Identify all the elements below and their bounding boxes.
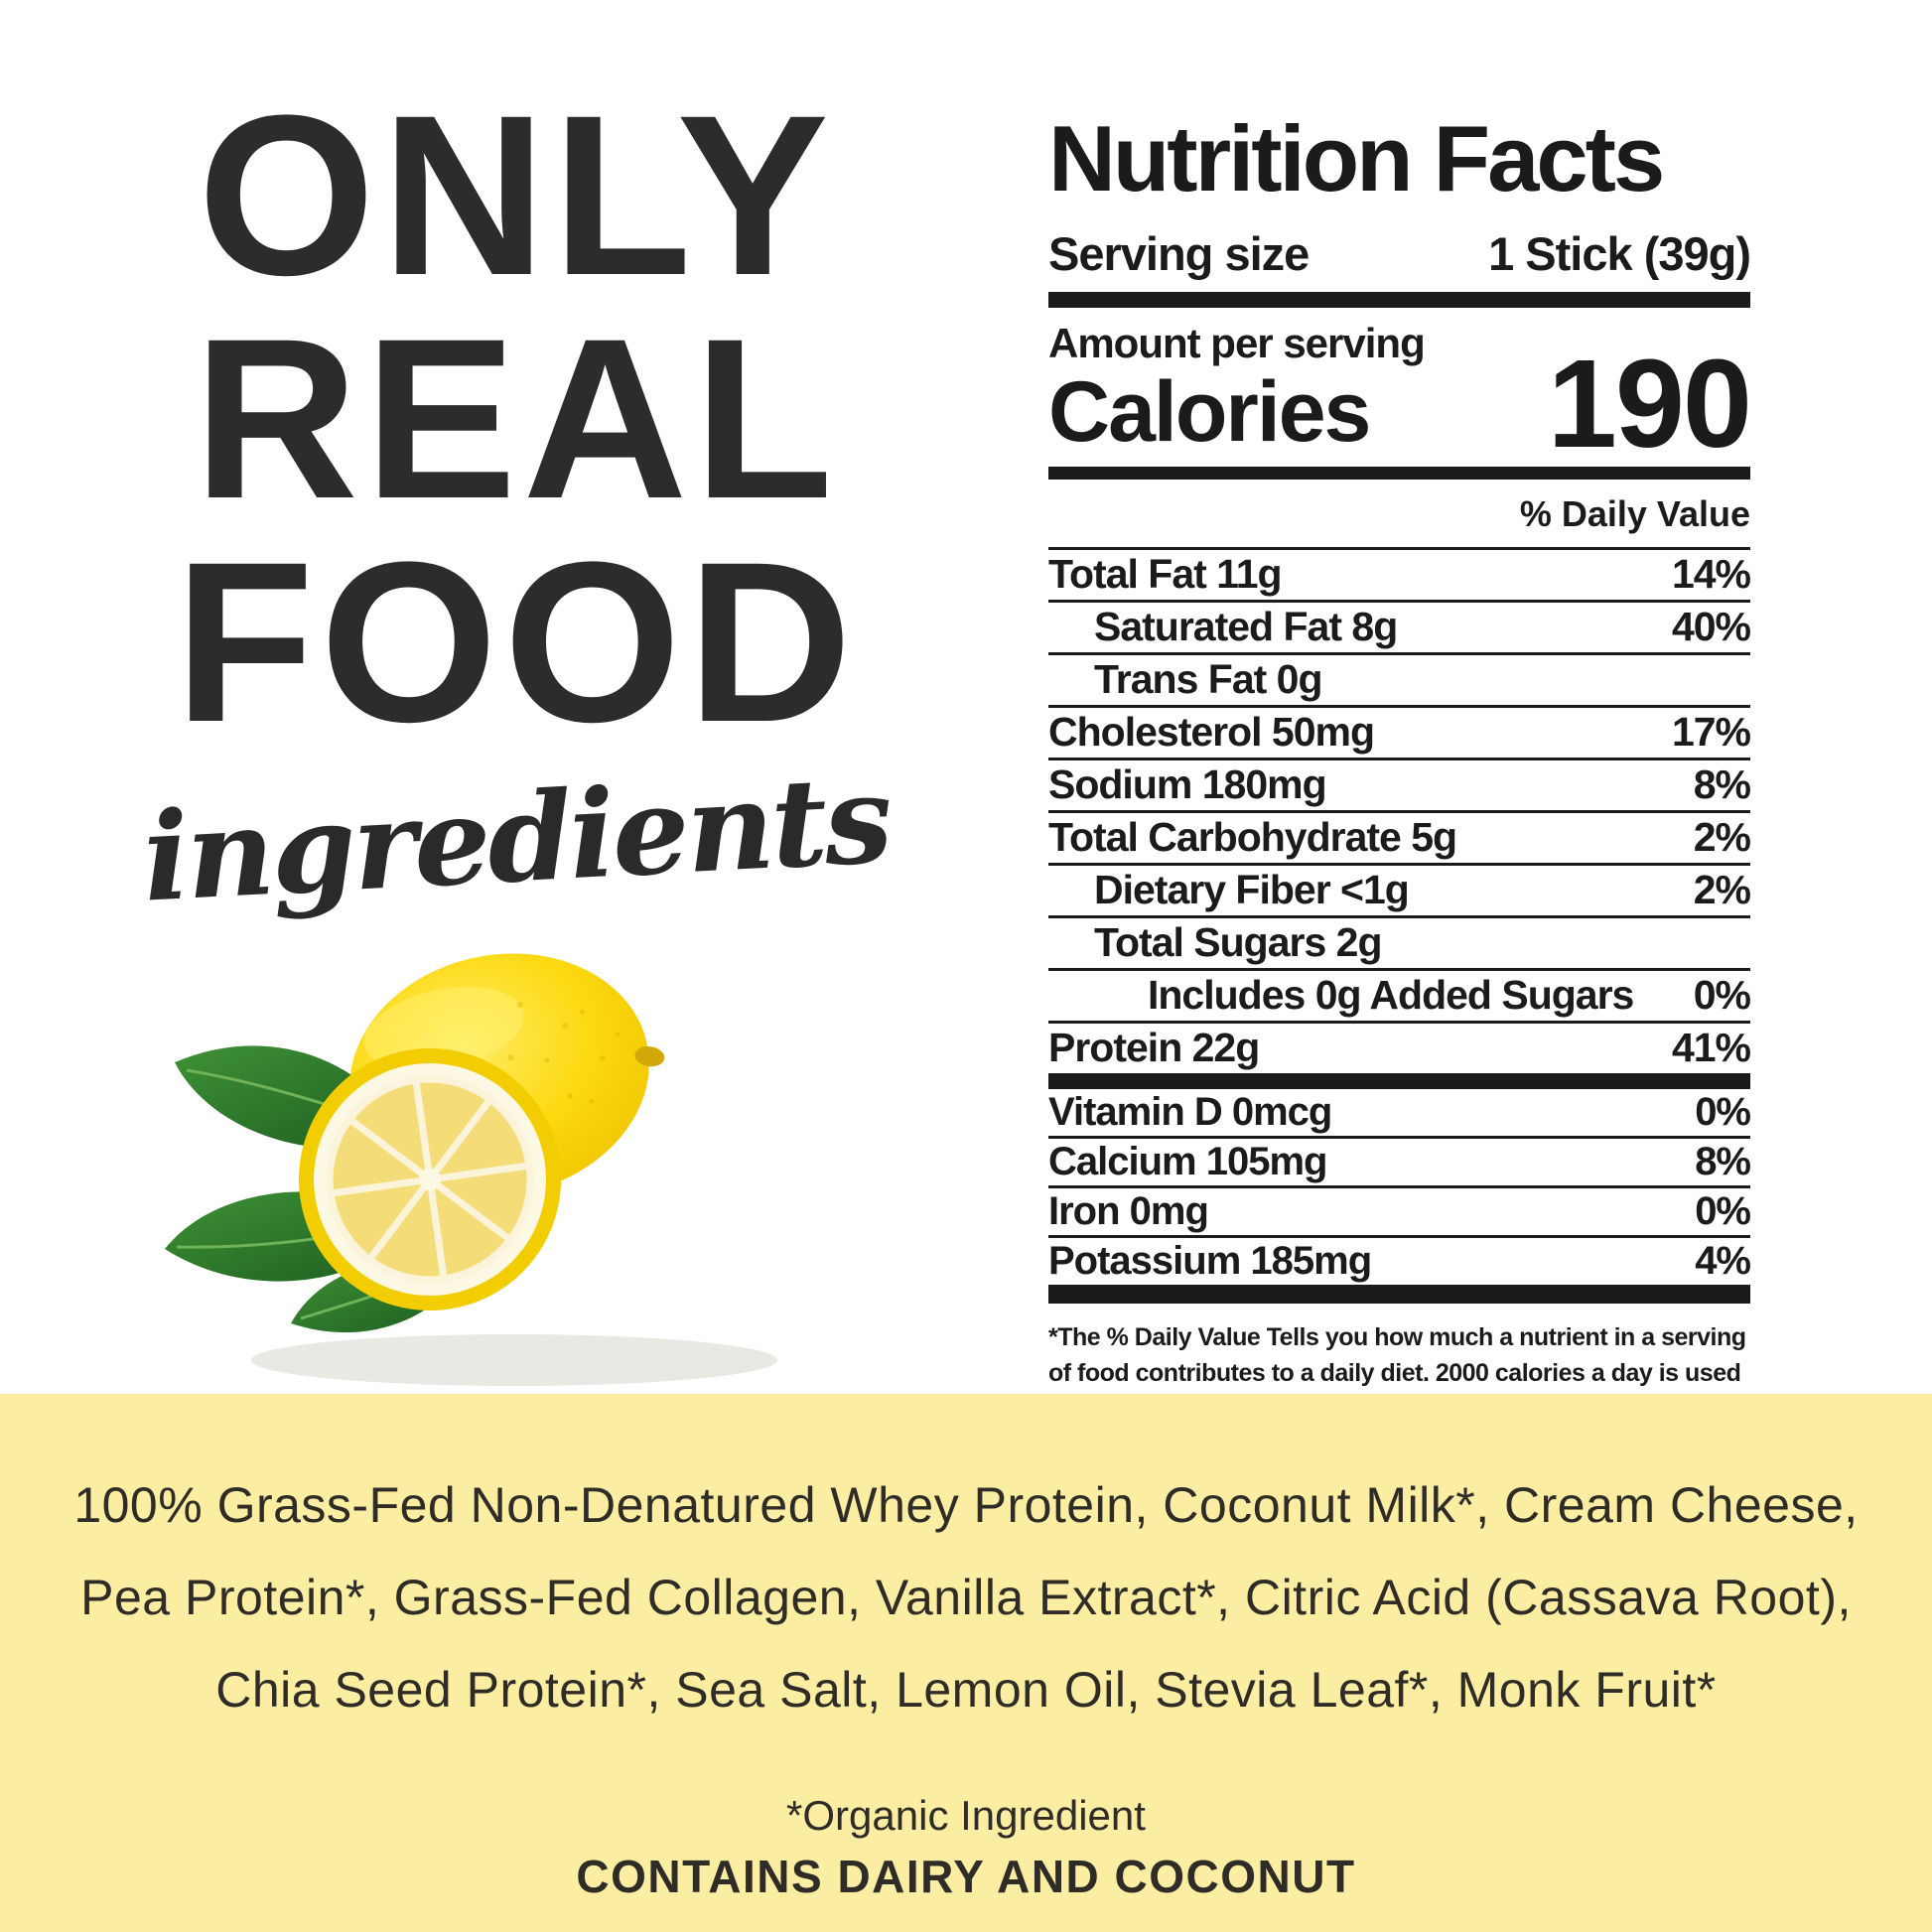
calories-block: Amount per serving Calories 190 <box>1048 308 1752 474</box>
nutrient-value: 8% <box>1693 761 1751 808</box>
nutrient-row-cholesterol: Cholesterol 50mg 17% <box>1048 708 1751 760</box>
nutrient-row-dietary-fiber: Dietary Fiber <1g 2% <box>1048 866 1751 918</box>
nutrient-row-sodium: Sodium 180mg 8% <box>1048 760 1751 813</box>
nutrient-label: Total Sugars 2g <box>1094 919 1383 966</box>
headline-line-3: FOOD <box>174 514 859 769</box>
nutrient-label: Cholesterol 50mg <box>1048 709 1375 756</box>
ingredients-list: 100% Grass-Fed Non-Denatured Whey Protei… <box>0 1394 1932 1736</box>
nutrient-value: 40% <box>1671 604 1751 650</box>
nutrient-row-total-carbohydrate: Total Carbohydrate 5g 2% <box>1048 813 1751 866</box>
nutrient-value: 0% <box>1693 972 1751 1019</box>
nutrient-row-protein: Protein 22g 41% <box>1048 1024 1751 1073</box>
daily-value-header: % Daily Value <box>1048 480 1750 550</box>
vitamin-row-vitamin-d: Vitamin D 0mcg 0% <box>1048 1089 1751 1139</box>
vitamin-value: 4% <box>1695 1238 1751 1283</box>
vitamin-row-calcium: Calcium 105mg 8% <box>1048 1139 1751 1188</box>
nutrition-facts-panel: Nutrition Facts Serving size 1 Stick (39… <box>1048 106 1752 1428</box>
divider-thick <box>1048 466 1750 480</box>
lemon-illustration <box>165 953 777 1386</box>
nutrient-row-total-sugars: Total Sugars 2g <box>1048 918 1750 971</box>
vitamin-value: 8% <box>1695 1139 1751 1183</box>
lemon-shadow <box>251 1334 777 1386</box>
serving-size-row: Serving size 1 Stick (39g) <box>1048 216 1751 292</box>
vitamin-row-potassium: Potassium 185mg 4% <box>1048 1238 1751 1285</box>
headline-line-2: REAL <box>193 291 840 546</box>
headline-script: ingredients <box>139 747 894 929</box>
vitamin-label: Vitamin D 0mcg <box>1048 1089 1332 1134</box>
vitamin-row-iron: Iron 0mg 0% <box>1048 1188 1751 1238</box>
nutrient-row-total-fat: Total Fat 11g 14% <box>1048 550 1751 603</box>
calories-value: 190 <box>1547 333 1752 474</box>
ingredients-band: 100% Grass-Fed Non-Denatured Whey Protei… <box>0 1394 1932 1932</box>
vitamin-label: Iron 0mg <box>1048 1188 1209 1233</box>
nutrition-title: Nutrition Facts <box>1048 106 1665 210</box>
nutrient-label: Saturated Fat 8g <box>1094 604 1398 650</box>
nutrient-value: 2% <box>1693 867 1751 913</box>
organic-note: *Organic Ingredient <box>786 1792 1146 1839</box>
headline: ONLY REAL FOOD <box>139 68 894 769</box>
vitamin-value: 0% <box>1695 1188 1751 1233</box>
nutrient-row-trans-fat: Trans Fat 0g <box>1048 655 1750 708</box>
nutrient-row-saturated-fat: Saturated Fat 8g 40% <box>1048 603 1751 655</box>
ingredients-line-2: Pea Protein*, Grass-Fed Collagen, Vanill… <box>80 1570 1852 1625</box>
half-lemon <box>299 1048 561 1311</box>
nutrient-label: Total Carbohydrate 5g <box>1048 814 1457 861</box>
nutrient-label: Dietary Fiber <1g <box>1094 867 1410 913</box>
divider-thick <box>1048 1072 1750 1089</box>
vitamin-label: Potassium 185mg <box>1048 1238 1372 1283</box>
nutrient-label: Total Fat 11g <box>1048 551 1283 598</box>
nutrient-value: 17% <box>1671 709 1751 756</box>
nutrient-label: Includes 0g Added Sugars <box>1148 972 1634 1019</box>
serving-size-value: 1 Stick (39g) <box>1488 227 1751 281</box>
divider-thick <box>1048 291 1750 308</box>
divider-thick <box>1048 1284 1750 1304</box>
vitamin-label: Calcium 105mg <box>1048 1139 1327 1183</box>
allergen-note: CONTAINS DAIRY AND COCONUT <box>576 1851 1356 1902</box>
nutrient-value: 2% <box>1693 814 1751 861</box>
serving-size-label: Serving size <box>1048 227 1310 281</box>
nutrient-value: 41% <box>1671 1025 1751 1071</box>
amount-per-serving-label: Amount per serving <box>1048 319 1426 366</box>
nutrient-label: Trans Fat 0g <box>1094 656 1323 703</box>
nutrient-label: Sodium 180mg <box>1048 761 1327 808</box>
headline-line-1: ONLY <box>198 68 835 323</box>
nutrient-value: 14% <box>1671 551 1751 598</box>
calories-label: Calories <box>1048 363 1371 460</box>
nutrient-label: Protein 22g <box>1048 1025 1260 1071</box>
ingredients-line-1: 100% Grass-Fed Non-Denatured Whey Protei… <box>73 1477 1859 1533</box>
ingredients-line-3: Chia Seed Protein*, Sea Salt, Lemon Oil,… <box>215 1662 1717 1718</box>
nutrient-row-added-sugars: Includes 0g Added Sugars 0% <box>1048 971 1751 1024</box>
vitamin-value: 0% <box>1695 1089 1751 1134</box>
